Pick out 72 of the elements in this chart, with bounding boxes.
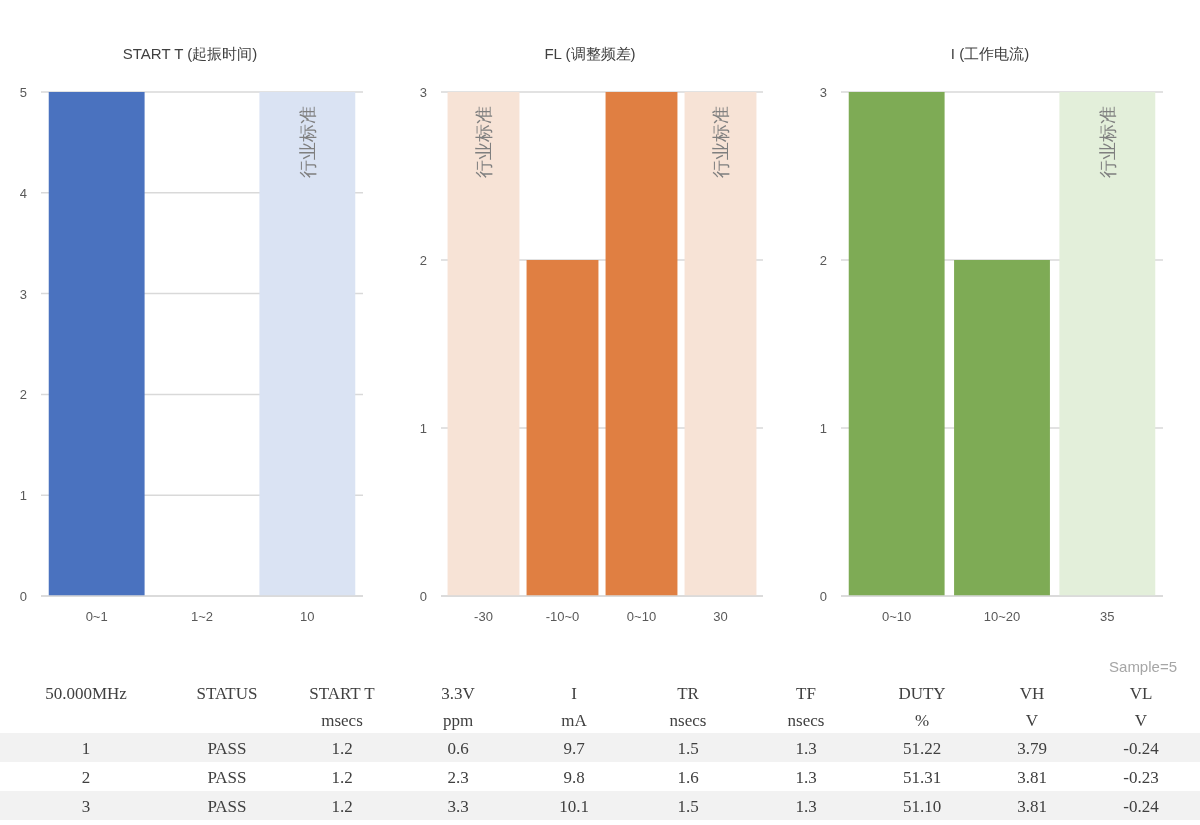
chart-title: START T (起振时间) bbox=[122, 45, 258, 62]
text: 3.79 bbox=[1017, 739, 1047, 758]
text: 1.5 bbox=[677, 797, 699, 816]
text: 1.2 bbox=[331, 739, 353, 758]
text: 3.3 bbox=[447, 797, 469, 816]
text: Sample=5 bbox=[1109, 658, 1177, 675]
text: 1.3 bbox=[795, 797, 817, 816]
text: DUTY % bbox=[898, 684, 946, 730]
text: 2.3 bbox=[447, 768, 469, 787]
x-tick-label: 10 bbox=[300, 609, 315, 624]
text: 1.2 bbox=[331, 797, 353, 816]
x-tick-label: 1~2 bbox=[190, 609, 214, 624]
text: 0.6 bbox=[447, 739, 469, 758]
text: 1 bbox=[81, 739, 91, 758]
text: I mA bbox=[561, 684, 588, 730]
text: PASS bbox=[207, 768, 247, 787]
x-tick-label: 10~20 bbox=[983, 609, 1021, 624]
text: 1.3 bbox=[795, 739, 817, 758]
text: 2 bbox=[81, 768, 91, 787]
y-tick-label: 1 bbox=[819, 421, 827, 436]
y-tick-label: 0 bbox=[19, 589, 27, 604]
x-tick-label: 0~1 bbox=[85, 609, 108, 624]
y-tick-label: 2 bbox=[19, 387, 27, 403]
text: 9.8 bbox=[563, 768, 585, 787]
text: 51.31 bbox=[902, 768, 942, 787]
y-tick-label: 0 bbox=[419, 589, 427, 604]
y-tick-label: 3 bbox=[819, 85, 827, 100]
text: 51.22 bbox=[902, 739, 942, 758]
x-tick-label: -10~0 bbox=[545, 609, 580, 624]
chart-title: I (工作电流) bbox=[950, 45, 1030, 62]
y-tick-label: 5 bbox=[19, 85, 27, 100]
x-tick-label: 30 bbox=[713, 609, 728, 624]
text: -0.24 bbox=[1123, 739, 1160, 758]
text: 1.5 bbox=[677, 739, 699, 758]
y-tick-label: 1 bbox=[19, 488, 27, 504]
annotation: 行业标准 bbox=[474, 106, 495, 178]
text: TR nsecs bbox=[669, 684, 707, 730]
text: 10.1 bbox=[559, 797, 589, 816]
text: 1.6 bbox=[677, 768, 699, 787]
text: 3.81 bbox=[1017, 768, 1047, 787]
x-tick-label: -30 bbox=[474, 609, 493, 624]
text: VL V bbox=[1129, 684, 1153, 730]
annotation: 行业标准 bbox=[1098, 106, 1119, 178]
text: PASS bbox=[207, 797, 247, 816]
annotation: 行业标准 bbox=[298, 106, 319, 178]
text: 9.7 bbox=[563, 739, 586, 758]
text: START T msecs bbox=[309, 684, 376, 730]
text: 50.000MHz bbox=[45, 684, 128, 703]
text: -0.23 bbox=[1123, 768, 1159, 787]
text: 3.81 bbox=[1017, 797, 1047, 816]
y-tick-label: 2 bbox=[419, 253, 427, 268]
text: 1.2 bbox=[331, 768, 353, 787]
annotation: 行业标准 bbox=[711, 106, 732, 178]
text: 1.3 bbox=[795, 768, 817, 787]
y-tick-label: 3 bbox=[419, 85, 427, 100]
text: -0.24 bbox=[1123, 797, 1160, 816]
x-tick-label: 0~10 bbox=[626, 609, 657, 624]
text: 3 bbox=[81, 797, 91, 816]
text: 3.3V ppm bbox=[441, 684, 476, 730]
text: VH V bbox=[1019, 684, 1045, 730]
y-tick-label: 1 bbox=[419, 421, 427, 436]
x-tick-label: 0~10 bbox=[882, 609, 912, 624]
y-tick-label: 2 bbox=[819, 253, 827, 268]
text: TF nsecs bbox=[787, 684, 825, 730]
y-tick-label: 3 bbox=[19, 286, 27, 302]
text: STATUS bbox=[196, 684, 258, 703]
y-tick-label: 4 bbox=[19, 185, 27, 201]
y-tick-label: 0 bbox=[819, 589, 827, 604]
text: 51.10 bbox=[902, 797, 942, 816]
chart-title: FL (调整频差) bbox=[544, 45, 636, 62]
x-tick-label: 35 bbox=[1100, 609, 1115, 624]
text: PASS bbox=[207, 739, 247, 758]
